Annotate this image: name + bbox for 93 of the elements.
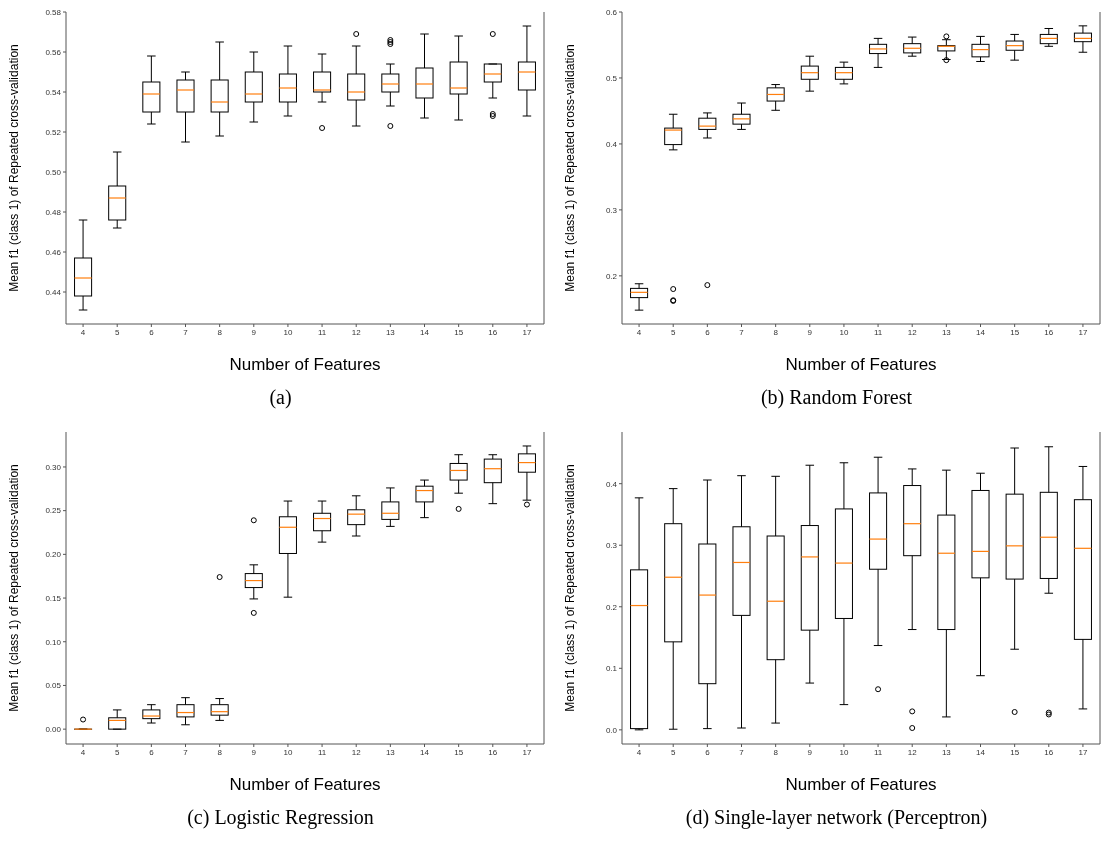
text: (a) — [268, 386, 293, 409]
x-tick-label: 5 — [670, 327, 676, 337]
x-axis-title: Number of Features — [229, 355, 381, 374]
y-tick-label: 0.25 — [45, 506, 62, 516]
x-tick-label: 17 — [1078, 747, 1088, 757]
x-tick-label: 9 — [251, 747, 257, 757]
x-tick-label: 15 — [1010, 327, 1020, 337]
x-tick-label: 10 — [839, 327, 849, 337]
x-tick-label: 12 — [351, 747, 362, 757]
x-tick-label: 17 — [522, 327, 532, 337]
x-tick-label: 8 — [217, 327, 223, 337]
x-tick-label: 5 — [114, 747, 120, 757]
y-axis-title: Mean f1 (class 1) of Repeated cross-validation — [7, 44, 22, 292]
x-tick-label: 4 — [80, 327, 86, 337]
x-tick-label: 6 — [149, 327, 155, 337]
x-tick-label: 15 — [454, 747, 464, 757]
x-tick-label: 17 — [1078, 327, 1088, 337]
x-tick-label: 16 — [488, 747, 498, 757]
x-tick-label: 13 — [941, 327, 952, 337]
x-tick-label: 5 — [670, 747, 676, 757]
y-tick-label: 0.54 — [45, 87, 62, 97]
y-tick-label: 0.20 — [45, 550, 62, 560]
x-tick-label: 15 — [1010, 747, 1020, 757]
y-tick-label: 0.58 — [45, 7, 62, 17]
x-tick-label: 16 — [1044, 327, 1054, 337]
x-tick-label: 13 — [941, 747, 952, 757]
x-tick-label: 12 — [351, 327, 362, 337]
y-tick-label: 0.50 — [45, 167, 62, 177]
x-tick-label: 7 — [183, 327, 189, 337]
x-tick-label: 9 — [251, 327, 257, 337]
x-tick-label: 11 — [873, 327, 883, 337]
y-tick-label: 0.4 — [605, 479, 618, 489]
y-tick-label: 0.6 — [605, 7, 618, 17]
y-tick-label: 0.4 — [605, 139, 618, 149]
y-tick-label: 0.1 — [605, 664, 618, 674]
y-tick-label: 0.05 — [45, 681, 62, 691]
x-tick-label: 16 — [488, 327, 498, 337]
x-tick-label: 10 — [283, 327, 293, 337]
x-tick-label: 17 — [522, 747, 532, 757]
x-axis-title: Number of Features — [785, 775, 937, 794]
x-tick-label: 8 — [773, 327, 779, 337]
x-tick-label: 12 — [907, 327, 918, 337]
x-tick-label: 4 — [636, 327, 642, 337]
y-axis-title: Mean f1 (class 1) of Repeated cross-validation — [7, 464, 22, 712]
x-tick-label: 6 — [149, 747, 155, 757]
x-tick-label: 10 — [283, 747, 293, 757]
y-tick-label: 0.5 — [605, 73, 618, 83]
x-tick-label: 8 — [217, 747, 223, 757]
x-tick-label: 4 — [636, 747, 642, 757]
text: (b) Random Forest — [759, 386, 914, 409]
y-tick-label: 0.3 — [605, 541, 618, 551]
y-tick-label: 0.2 — [605, 271, 618, 281]
y-tick-label: 0.00 — [45, 724, 62, 734]
x-tick-label: 14 — [976, 747, 986, 757]
x-tick-label: 9 — [807, 327, 813, 337]
text: (d) Single-layer network (Perceptron) — [684, 806, 989, 829]
y-tick-label: 0.52 — [45, 127, 62, 137]
y-tick-label: 0.30 — [45, 462, 62, 472]
x-tick-label: 16 — [1044, 747, 1054, 757]
x-tick-label: 6 — [705, 747, 711, 757]
y-tick-label: 0.2 — [605, 602, 618, 612]
x-tick-label: 5 — [114, 327, 120, 337]
y-axis-title: Mean f1 (class 1) of Repeated cross-validation — [563, 464, 578, 712]
x-tick-label: 11 — [873, 747, 883, 757]
y-tick-label: 0.56 — [45, 47, 62, 57]
y-axis-title: Mean f1 (class 1) of Repeated cross-validation — [563, 44, 578, 292]
x-tick-label: 11 — [317, 327, 327, 337]
y-tick-label: 0.46 — [45, 247, 62, 257]
x-tick-label: 11 — [317, 747, 327, 757]
x-tick-label: 7 — [739, 327, 745, 337]
x-tick-label: 13 — [385, 747, 396, 757]
x-tick-label: 7 — [183, 747, 189, 757]
x-tick-label: 14 — [420, 327, 430, 337]
y-tick-label: 0.3 — [605, 205, 618, 215]
x-axis-title: Number of Features — [229, 775, 381, 794]
x-tick-label: 15 — [454, 327, 464, 337]
x-tick-label: 14 — [420, 747, 430, 757]
x-tick-label: 4 — [80, 747, 86, 757]
y-tick-label: 0.15 — [45, 593, 62, 603]
text: (c) Logistic Regression — [186, 806, 375, 829]
x-tick-label: 6 — [705, 327, 711, 337]
y-tick-label: 0.0 — [605, 725, 618, 735]
x-tick-label: 8 — [773, 747, 779, 757]
x-tick-label: 10 — [839, 747, 849, 757]
x-axis-title: Number of Features — [785, 355, 937, 374]
x-tick-label: 7 — [739, 747, 745, 757]
x-tick-label: 13 — [385, 327, 396, 337]
y-tick-label: 0.10 — [45, 637, 62, 647]
x-tick-label: 12 — [907, 747, 918, 757]
y-tick-label: 0.48 — [45, 207, 62, 217]
x-tick-label: 14 — [976, 327, 986, 337]
y-tick-label: 0.44 — [45, 287, 62, 297]
x-tick-label: 9 — [807, 747, 813, 757]
